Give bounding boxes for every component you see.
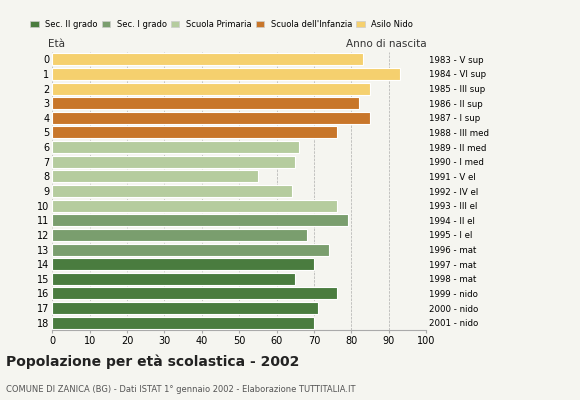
- Text: Età: Età: [49, 39, 66, 49]
- Bar: [52, 97, 359, 109]
- Bar: [52, 53, 362, 65]
- Bar: [52, 141, 299, 153]
- Bar: [52, 214, 348, 226]
- Text: Anno di nascita: Anno di nascita: [346, 39, 426, 49]
- Bar: [52, 68, 400, 80]
- Bar: [52, 288, 336, 300]
- Text: COMUNE DI ZANICA (BG) - Dati ISTAT 1° gennaio 2002 - Elaborazione TUTTITALIA.IT: COMUNE DI ZANICA (BG) - Dati ISTAT 1° ge…: [6, 386, 356, 394]
- Bar: [52, 112, 370, 124]
- Bar: [52, 258, 314, 270]
- Bar: [52, 273, 295, 285]
- Bar: [52, 200, 336, 212]
- Bar: [52, 229, 307, 241]
- Legend: Sec. II grado, Sec. I grado, Scuola Primaria, Scuola dell'Infanzia, Asilo Nido: Sec. II grado, Sec. I grado, Scuola Prim…: [30, 20, 413, 29]
- Bar: [52, 185, 292, 197]
- Bar: [52, 156, 295, 168]
- Bar: [52, 244, 329, 256]
- Bar: [52, 82, 370, 94]
- Bar: [52, 126, 336, 138]
- Bar: [52, 170, 258, 182]
- Text: Popolazione per età scolastica - 2002: Popolazione per età scolastica - 2002: [6, 355, 299, 369]
- Bar: [52, 317, 314, 329]
- Bar: [52, 302, 318, 314]
